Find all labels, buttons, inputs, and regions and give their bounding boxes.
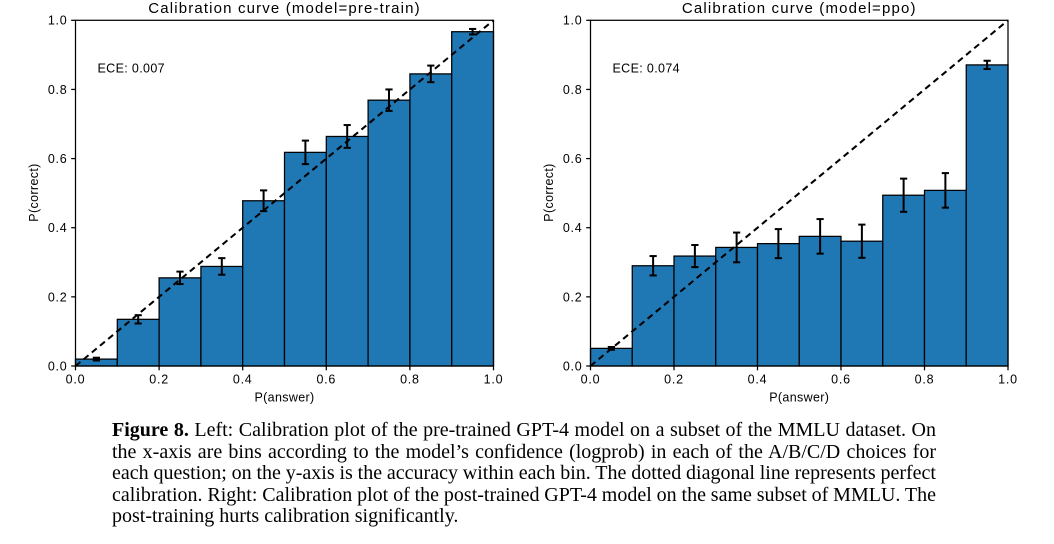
svg-text:Calibration curve (model=ppo): Calibration curve (model=ppo) [682,0,917,17]
svg-text:1.0: 1.0 [484,373,504,387]
svg-text:P(correct): P(correct) [542,163,556,221]
svg-text:1.0: 1.0 [998,373,1018,387]
svg-text:0.2: 0.2 [664,373,684,387]
svg-text:0.0: 0.0 [66,373,86,387]
svg-text:0.8: 0.8 [915,373,935,387]
svg-text:0.0: 0.0 [581,373,601,387]
svg-text:ECE: 0.007: ECE: 0.007 [98,61,165,75]
svg-text:P(answer): P(answer) [254,391,314,405]
svg-text:Calibration curve (model=pre-t: Calibration curve (model=pre-train) [148,0,420,17]
svg-text:0.6: 0.6 [563,152,583,166]
svg-text:0.4: 0.4 [563,221,583,235]
svg-text:0.8: 0.8 [563,83,583,97]
svg-text:0.6: 0.6 [48,152,68,166]
svg-text:0.2: 0.2 [149,373,169,387]
svg-text:P(answer): P(answer) [769,391,829,405]
svg-text:1.0: 1.0 [48,14,68,28]
svg-text:0.4: 0.4 [233,373,253,387]
svg-text:P(correct): P(correct) [27,163,41,221]
svg-text:0.6: 0.6 [831,373,851,387]
svg-text:0.8: 0.8 [400,373,420,387]
svg-text:0.2: 0.2 [48,290,68,304]
svg-text:0.2: 0.2 [563,290,583,304]
svg-text:ECE: 0.074: ECE: 0.074 [613,61,680,75]
svg-text:0.4: 0.4 [748,373,768,387]
svg-text:0.8: 0.8 [48,83,68,97]
svg-text:0.0: 0.0 [48,359,68,373]
svg-text:0.6: 0.6 [316,373,336,387]
svg-text:0.0: 0.0 [563,359,583,373]
svg-text:0.4: 0.4 [48,221,68,235]
svg-text:1.0: 1.0 [563,14,583,28]
